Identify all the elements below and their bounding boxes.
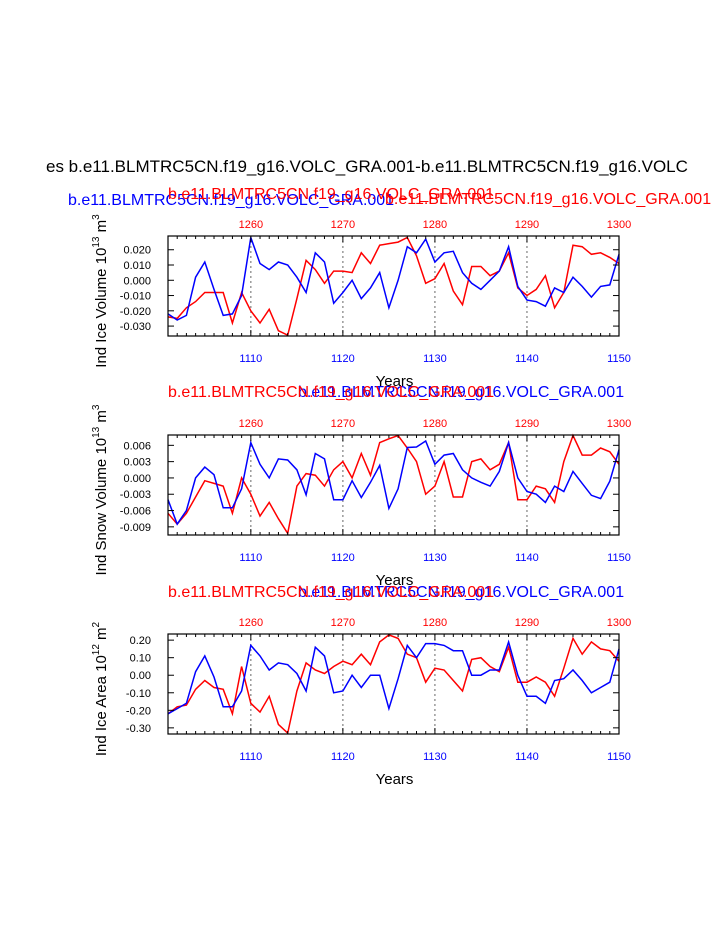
xtick-label-bottom: 1140 (515, 552, 539, 564)
xtick-label-bottom: 1140 (515, 353, 539, 365)
xtick-label-top: 1270 (331, 219, 355, 231)
yaxis-label: Ind Ice Volume 1013 m3 (91, 214, 110, 368)
series-label-b: b.e11.BLMTRC5CN.f19_g16.VOLC_GRA.001 (168, 384, 494, 401)
ytick-label: -0.020 (120, 306, 151, 318)
yaxis-label-ylabel-exp: 12 (91, 644, 102, 656)
ytick-label: 0.10 (130, 653, 151, 665)
yaxis-label-ylabel-unit: m (93, 220, 110, 237)
xtick-label-top: 1290 (515, 219, 539, 231)
yaxis-label-ylabel-unit-exp: 3 (91, 404, 102, 410)
yaxis-label: Ind Snow Volume 1013 m3 (91, 404, 110, 575)
series-line-blue (167, 439, 620, 526)
series-line-blue (167, 237, 620, 321)
xtick-label-bottom: 1120 (331, 353, 355, 365)
yaxis-label-ylabel: Ind Snow Volume 10 (93, 438, 110, 576)
yaxis-label-ylabel-unit-exp: 2 (91, 621, 102, 627)
ytick-label: -0.030 (120, 321, 151, 333)
series-label-b: b.e11.BLMTRC5CN.f19_g16.VOLC_GRA.001 (168, 186, 494, 203)
xtick-label-bottom: 1150 (607, 751, 631, 763)
ytick-label: 0.003 (123, 457, 151, 469)
ytick-label: 0.000 (123, 473, 151, 485)
xtick-label-top: 1260 (239, 617, 263, 629)
panel-1: b.e11.BLMTRC5CN.f19_g16.VOLC_GRA.001b.e1… (68, 186, 711, 390)
series-line-red (167, 433, 620, 536)
ytick-label: -0.010 (120, 291, 151, 303)
yaxis-label-ylabel: Ind Ice Volume 10 (93, 248, 110, 368)
xtick-label-top: 1290 (515, 418, 539, 430)
xtick-label-top: 1280 (423, 418, 447, 430)
ytick-label: -0.009 (120, 522, 151, 534)
ytick-label: 0.00 (130, 670, 151, 682)
plot-frame (167, 235, 620, 337)
ytick-label: -0.20 (126, 705, 151, 717)
ytick-label: 0.000 (123, 275, 151, 287)
panels: b.e11.BLMTRC5CN.f19_g16.VOLC_GRA.001b.e1… (68, 186, 711, 788)
xtick-label-top: 1270 (331, 418, 355, 430)
xtick-label-bottom: 1140 (515, 751, 539, 763)
xtick-label-top: 1300 (607, 219, 631, 231)
xtick-label-top: 1270 (331, 617, 355, 629)
yaxis-label-ylabel-unit: m (93, 410, 110, 427)
ytick-label: -0.10 (126, 688, 151, 700)
xtick-label-top: 1280 (423, 219, 447, 231)
yaxis-label: Ind Ice Area 1012 m2 (91, 621, 110, 756)
ytick-label: -0.006 (120, 506, 151, 518)
xtick-label-top: 1300 (607, 617, 631, 629)
xtick-label-bottom: 1120 (331, 552, 355, 564)
yaxis-label-ylabel-exp: 13 (91, 426, 102, 438)
series-label-a: b.e11.BLMTRC5CN.f19_g16.VOLC_GRA.001 (298, 384, 624, 401)
series-line-blue (167, 639, 620, 715)
xtick-label-bottom: 1110 (239, 552, 262, 564)
plot-frame (167, 633, 620, 735)
xtick-label-bottom: 1110 (239, 751, 262, 763)
yaxis-label-ylabel-unit: m (93, 627, 110, 644)
series-label-a: b.e11.BLMTRC5CN.f19_g16.VOLC_GRA.001 (298, 584, 624, 601)
xtick-label-bottom: 1150 (607, 552, 631, 564)
series-line-red (167, 634, 620, 735)
plot-frame (167, 434, 620, 536)
ytick-label: 0.020 (123, 245, 151, 257)
panel-3: b.e11.BLMTRC5CN.f19_g16.VOLC_GRA.001b.e1… (91, 584, 631, 788)
series-label-b: b.e11.BLMTRC5CN.f19_g16.VOLC_GRA.001 (168, 584, 494, 601)
xaxis-label: Years (376, 572, 414, 589)
ytick-label: 0.010 (123, 260, 151, 272)
ytick-label: 0.006 (123, 440, 151, 452)
yaxis-label-ylabel-unit-exp: 3 (91, 214, 102, 220)
yaxis-label-ylabel-exp: 13 (91, 236, 102, 248)
xtick-label-bottom: 1120 (331, 751, 355, 763)
xtick-label-bottom: 1130 (423, 353, 447, 365)
series-label-a: b.e11.BLMTRC5CN.f19_g16.VOLC_GRA.001 (68, 192, 394, 209)
xaxis-label: Years (376, 771, 414, 788)
xtick-label-bottom: 1150 (607, 353, 631, 365)
xtick-label-bottom: 1130 (423, 751, 447, 763)
xtick-label-top: 1290 (515, 617, 539, 629)
yaxis-label-ylabel: Ind Ice Area 10 (93, 655, 110, 756)
series-line-red (167, 236, 620, 337)
ytick-label: -0.30 (126, 723, 151, 735)
xtick-label-top: 1280 (423, 617, 447, 629)
ytick-label: 0.20 (130, 635, 151, 647)
xtick-label-top: 1260 (239, 418, 263, 430)
figure-title: es b.e11.BLMTRC5CN.f19_g16.VOLC_GRA.001-… (46, 157, 688, 176)
ytick-label: -0.003 (120, 489, 151, 501)
xtick-label-bottom: 1130 (423, 552, 447, 564)
series-label-b-2: b.e11.BLMTRC5CN.f19_g16.VOLC_GRA.001 (385, 191, 711, 208)
xaxis-label: Years (376, 373, 414, 390)
xtick-label-bottom: 1110 (239, 353, 262, 365)
xtick-label-top: 1260 (239, 219, 263, 231)
panel-2: b.e11.BLMTRC5CN.f19_g16.VOLC_GRA.001b.e1… (91, 384, 631, 589)
xtick-label-top: 1300 (607, 418, 631, 430)
